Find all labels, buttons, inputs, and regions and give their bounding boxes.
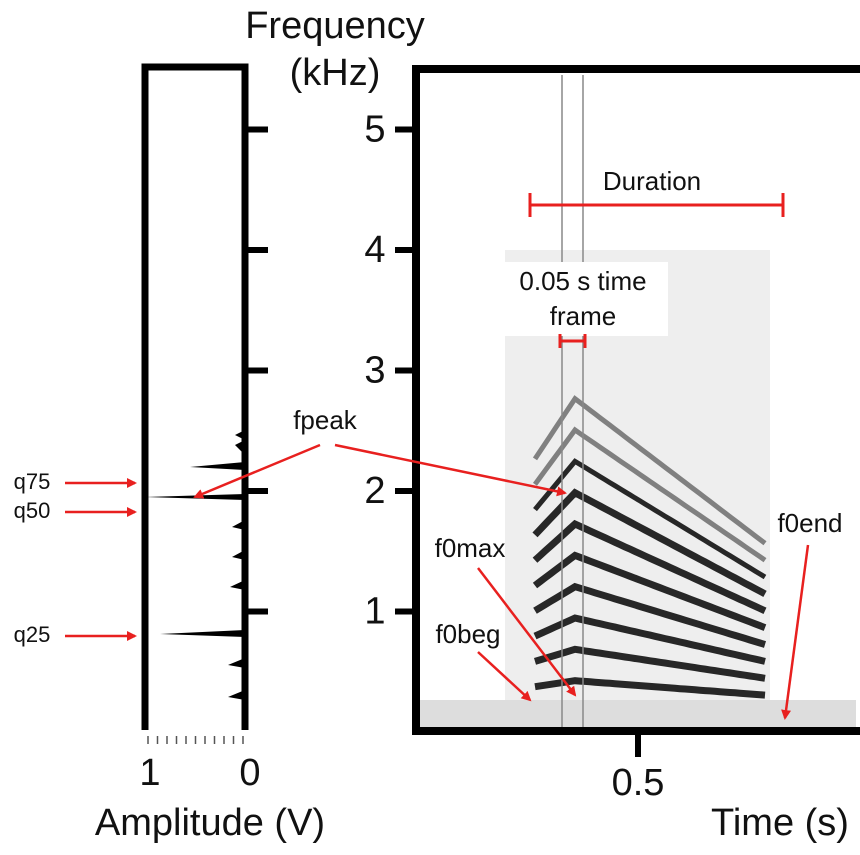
frame-label: frame (550, 301, 616, 331)
spectrum-frame (141, 63, 249, 730)
fpeak-label: fpeak (293, 405, 358, 435)
q75-label: q75 (14, 469, 51, 494)
f0beg-label: f0beg (435, 619, 500, 649)
harmonics (532, 395, 767, 699)
freq-tick-label: 1 (364, 591, 385, 633)
f0end-label: f0end (777, 508, 842, 538)
spectrogram-frame (412, 65, 860, 735)
freq-tick-label: 2 (364, 470, 385, 512)
duration-bar (528, 193, 785, 217)
freq-tick-label: 5 (364, 109, 385, 151)
amplitude-title: Amplitude (V) (95, 802, 325, 844)
amplitude-minor-ticks (147, 736, 244, 744)
amp-tick-label: 0 (239, 752, 260, 794)
time-tick-label: 0.5 (612, 762, 665, 804)
spectrum (145, 430, 245, 700)
time-title: Time (s) (711, 802, 849, 844)
frequency-title: Frequency (245, 5, 425, 47)
frequency-unit: (kHz) (290, 52, 381, 94)
frame-label-bg (500, 262, 668, 336)
q50-label: q50 (14, 498, 51, 523)
q25-label: q25 (14, 622, 51, 647)
frame-label: 0.05 s time (519, 266, 646, 296)
arrows (65, 443, 810, 720)
noise-floor (416, 700, 856, 730)
amp-tick-label: 1 (139, 752, 160, 794)
freq-tick-label: 3 (364, 350, 385, 392)
duration-label: Duration (603, 166, 701, 196)
frame-bar (558, 334, 587, 348)
freq-tick-label: 4 (364, 229, 385, 271)
f0max-label: f0max (435, 533, 506, 563)
